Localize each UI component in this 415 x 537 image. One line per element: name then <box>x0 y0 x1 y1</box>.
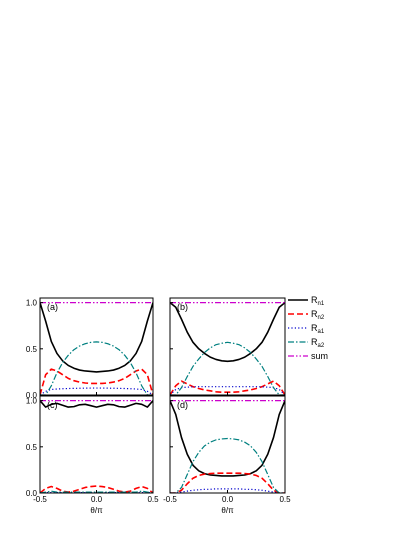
panel-label: (d) <box>177 400 188 410</box>
y-tick-label: 0.5 <box>26 443 38 452</box>
series-rn1 <box>170 400 285 477</box>
y-tick-label: 0.5 <box>26 345 38 354</box>
series-rn2 <box>40 368 153 395</box>
series-ra2 <box>40 341 153 395</box>
x-tick-label: 0.0 <box>91 495 103 504</box>
series-rn1 <box>170 301 285 363</box>
plot-frame <box>169 395 286 494</box>
legend-entry-3: Ra2 <box>311 337 325 349</box>
x-axis-label: θ/π <box>90 506 103 515</box>
panel-1: (b) <box>169 297 286 396</box>
y-tick-label: 1.0 <box>26 397 38 406</box>
panel-label: (b) <box>177 302 188 312</box>
series-ra2 <box>170 341 285 395</box>
x-axis-label: θ/π <box>221 506 234 515</box>
panel-label: (a) <box>47 302 58 312</box>
series-rn1 <box>40 400 153 408</box>
y-tick-label: 1.0 <box>26 299 38 308</box>
legend: Rn1 Rn2 Ra1 Ra2 sum <box>288 295 328 361</box>
series-ra2 <box>170 437 285 493</box>
legend-entry-1: Rn2 <box>311 309 325 321</box>
x-tick-label: -0.5 <box>163 495 177 504</box>
series-ra1 <box>40 387 153 395</box>
legend-entry-0: Rn1 <box>311 295 325 307</box>
panel-label: (c) <box>47 400 58 410</box>
x-tick-label: 0.5 <box>279 495 291 504</box>
legend-entry-4: sum <box>311 351 328 361</box>
plot-frame <box>169 297 286 396</box>
series-ra1 <box>170 488 285 493</box>
legend-entry-2: Ra1 <box>311 323 325 335</box>
panel-0: 0.0 0.5 1.0 (a) <box>26 297 154 400</box>
panel-2: 0.00.51.0-0.5 0.0 0.5θ/π(c) <box>26 395 159 515</box>
plot-frame <box>39 395 154 494</box>
x-tick-label: -0.5 <box>33 495 47 504</box>
series-ra2 <box>40 490 153 493</box>
y-tick-label: 0.0 <box>26 489 38 498</box>
y-tick-label: 0.0 <box>26 391 38 400</box>
x-tick-label: 0.0 <box>222 495 234 504</box>
series-rn2 <box>40 485 153 493</box>
series-rn2 <box>170 472 285 493</box>
plot-frame <box>39 297 154 396</box>
series-rn1 <box>40 302 153 373</box>
x-tick-label: 0.5 <box>147 495 159 504</box>
panel-3: -0.5 0.0 0.5 θ/π (d) <box>163 395 291 515</box>
